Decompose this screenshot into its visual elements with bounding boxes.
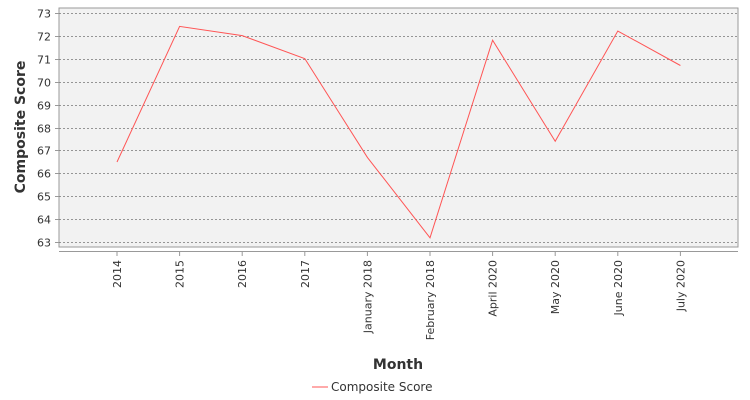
y-tick-label: 71	[37, 54, 51, 67]
x-tick-label: January 2018	[361, 260, 374, 334]
x-tick-label: 2015	[174, 260, 187, 288]
x-tick-label: 2014	[111, 260, 124, 288]
legend-label: Composite Score	[331, 380, 432, 394]
y-tick-label: 67	[37, 145, 51, 158]
y-tick-label: 72	[37, 31, 51, 44]
plot-area	[58, 7, 739, 248]
y-tick-label: 66	[37, 168, 51, 181]
x-tick-label: 2016	[236, 260, 249, 288]
y-tick-label: 69	[37, 100, 51, 113]
x-tick-label: May 2020	[549, 260, 562, 314]
series-line	[116, 25, 681, 239]
x-axis-ticks: 2014 2015 2016 2017 January 2018 February 201…	[59, 251, 738, 340]
y-tick-label: 70	[37, 77, 51, 90]
x-axis-title: Month	[373, 357, 423, 373]
plot-background	[58, 7, 739, 248]
y-tick-label: 68	[37, 123, 51, 136]
y-tick-label: 73	[37, 8, 51, 21]
y-axis-ticks: 73 72 71 70 69 68 67 66 65 64 63	[37, 8, 59, 250]
y-tick-label: 64	[37, 214, 51, 227]
y-tick-label: 63	[37, 237, 51, 250]
x-tick-label: 2017	[299, 260, 312, 288]
x-tick-label: April 2020	[487, 260, 500, 317]
y-tick-label: 65	[37, 191, 51, 204]
series-lines	[116, 25, 681, 239]
x-tick-label: June 2020	[612, 260, 625, 316]
y-axis-title: Composite Score	[13, 61, 29, 194]
x-tick-label: July 2020	[674, 260, 687, 312]
legend: Composite Score	[312, 380, 432, 394]
gridlines	[59, 13, 738, 243]
x-tick-label: February 2018	[424, 260, 437, 340]
